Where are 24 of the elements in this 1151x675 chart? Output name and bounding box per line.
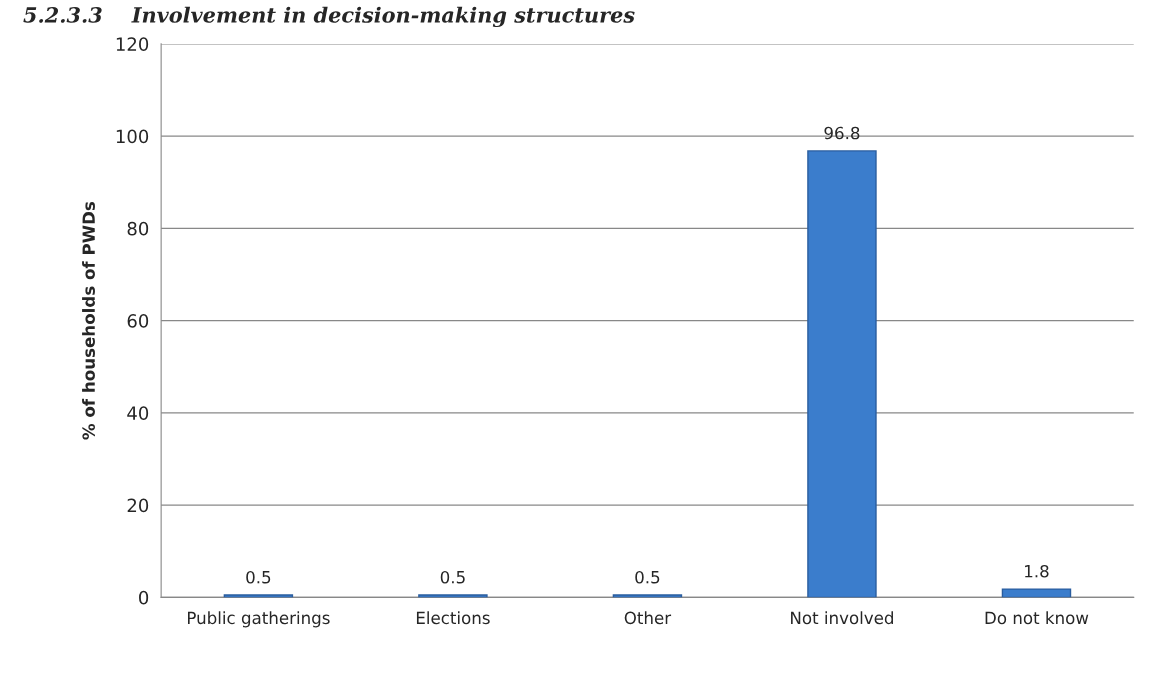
- data-label: 0.5: [246, 570, 271, 584]
- y-tick-label: 0: [139, 590, 149, 605]
- chart-title: 5.2.3.3 Involvement in decision-making structures: [23, 6, 635, 28]
- y-tick-label: 60: [127, 314, 149, 328]
- x-tick-label: Other: [624, 611, 672, 625]
- x-tick-label: Elections: [416, 611, 490, 625]
- y-axis-title: % of households of PWDs: [82, 201, 95, 440]
- data-label: 0.5: [440, 570, 465, 584]
- x-tick-label: Do not know: [985, 611, 1089, 625]
- bar: [223, 594, 294, 598]
- data-label: 96.8: [824, 126, 860, 140]
- y-tick-label: 20: [127, 498, 149, 513]
- y-tick-label: 80: [127, 221, 149, 236]
- bar: [612, 594, 683, 598]
- y-tick-label: 40: [127, 406, 149, 420]
- bar: [1001, 588, 1072, 598]
- bar: [418, 594, 488, 598]
- y-tick-label: 100: [116, 129, 149, 144]
- data-label: 1.8: [1025, 564, 1049, 578]
- data-label: 0.5: [635, 570, 660, 584]
- bar: [807, 150, 877, 598]
- y-tick-label: 120: [116, 37, 149, 51]
- x-tick-label: Public gatherings: [188, 611, 330, 628]
- x-tick-label: Not involved: [791, 611, 893, 625]
